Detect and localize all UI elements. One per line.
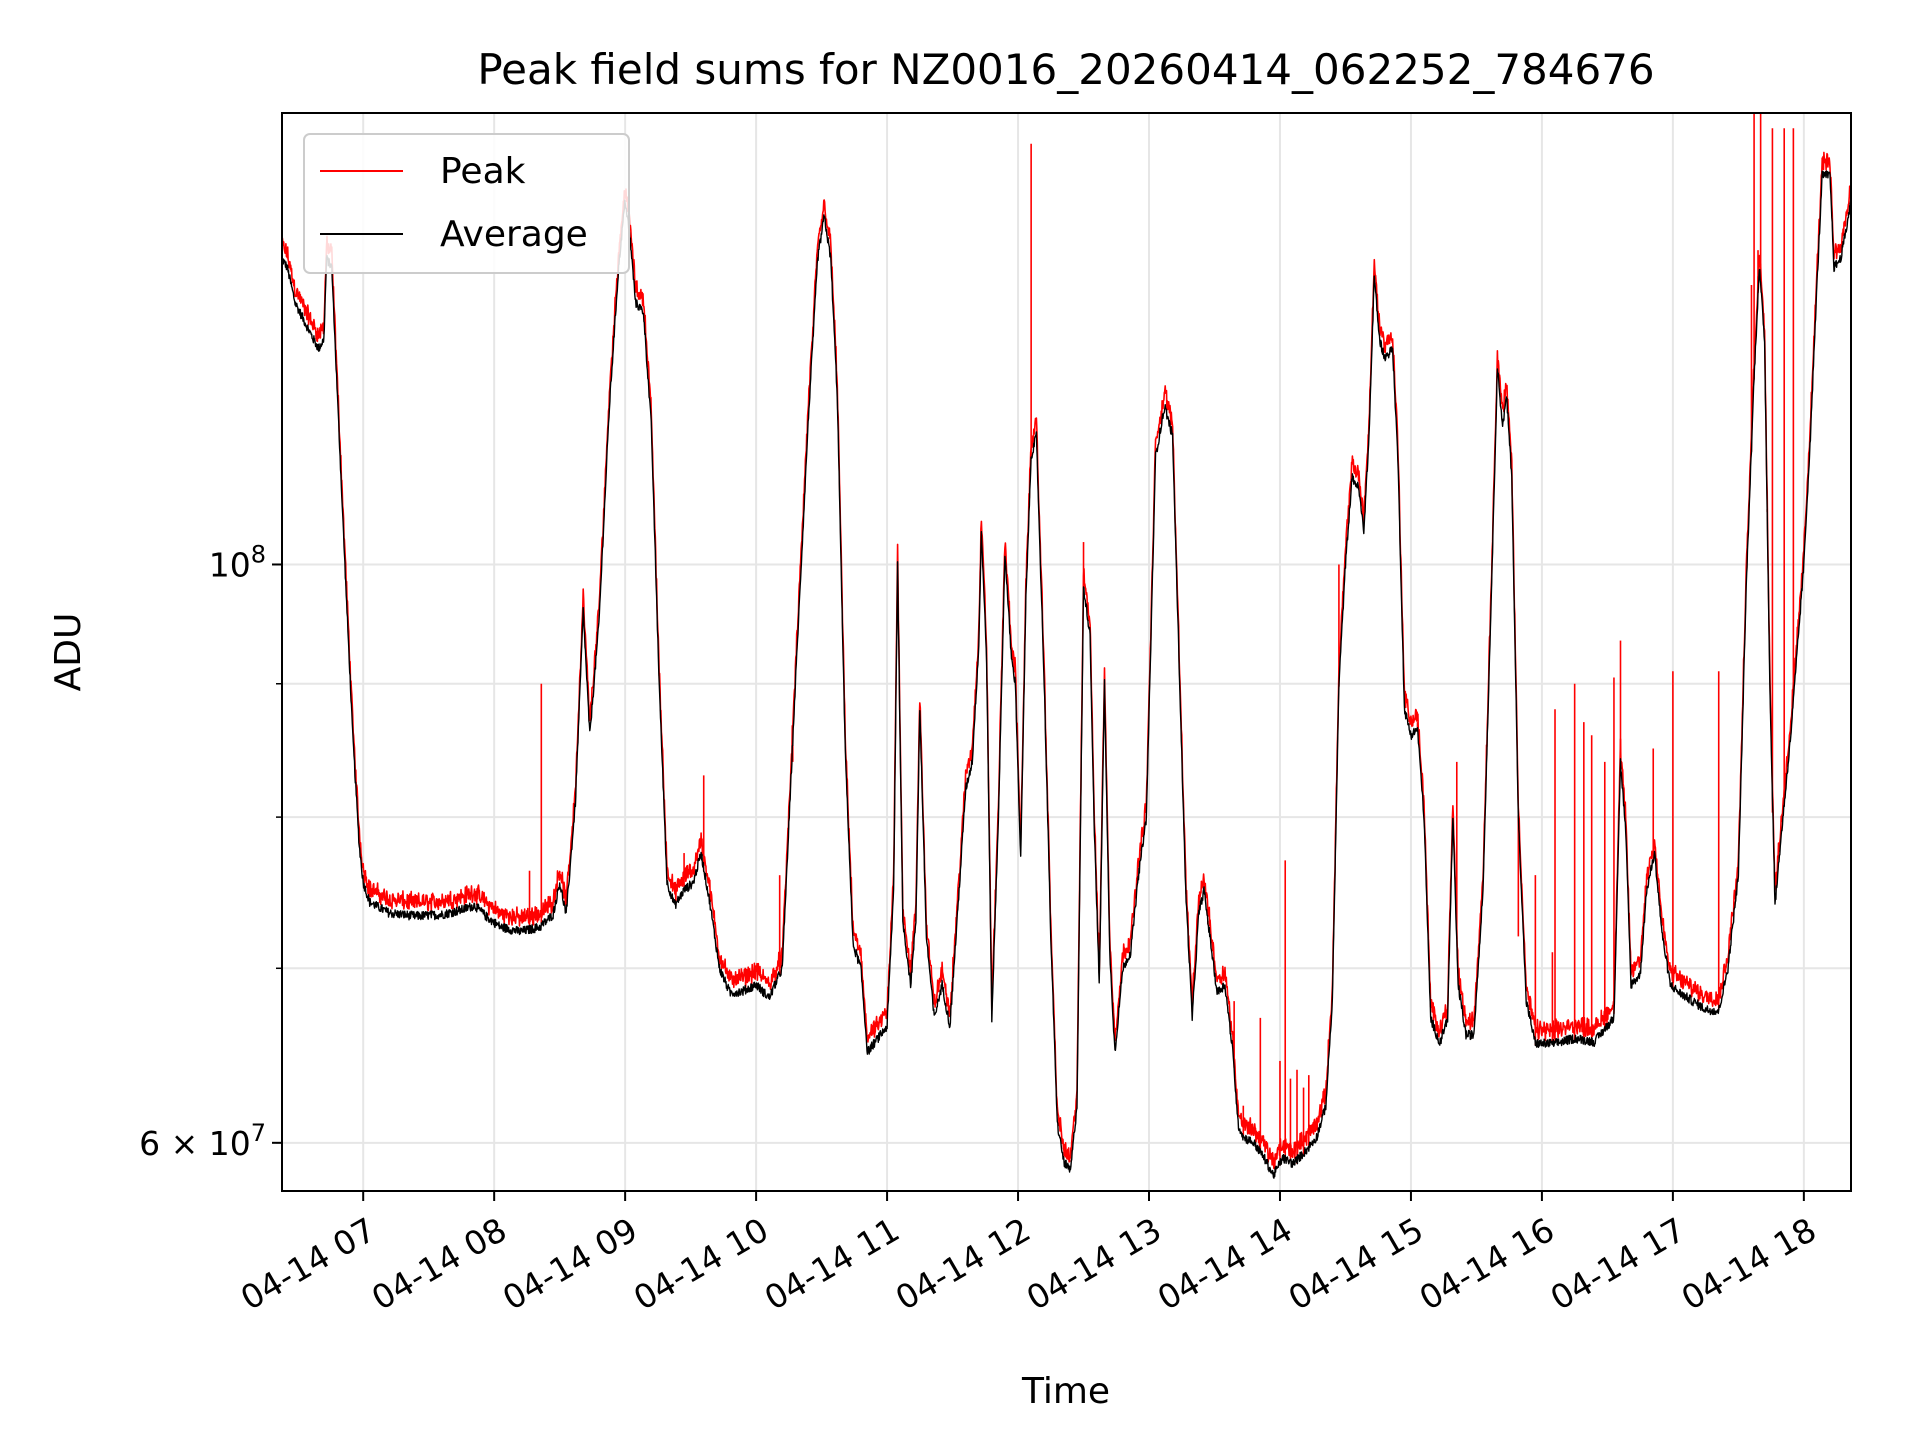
peak-series-group: [281, 113, 1852, 1170]
y-axis: 6 × 107 108: [139, 540, 282, 1163]
plot-frame: [281, 112, 1852, 1192]
legend-average-label: Average: [440, 214, 588, 255]
legend: Peak Average: [303, 133, 630, 274]
legend-peak-label: Peak: [440, 151, 526, 192]
grid: [282, 113, 1851, 1191]
chart-title: Peak field sums for NZ0016_20260414_0622…: [477, 45, 1654, 94]
legend-box: [303, 133, 630, 274]
peak-series-line: [281, 151, 1852, 1170]
y-tick-label: 108: [209, 540, 266, 584]
average-series-line: [281, 170, 1852, 1179]
x-axis-label: Time: [1021, 1371, 1110, 1412]
average-series-group: [281, 170, 1852, 1179]
y-tick-label: 6 × 107: [139, 1119, 266, 1163]
y-axis-label: ADU: [48, 613, 89, 692]
